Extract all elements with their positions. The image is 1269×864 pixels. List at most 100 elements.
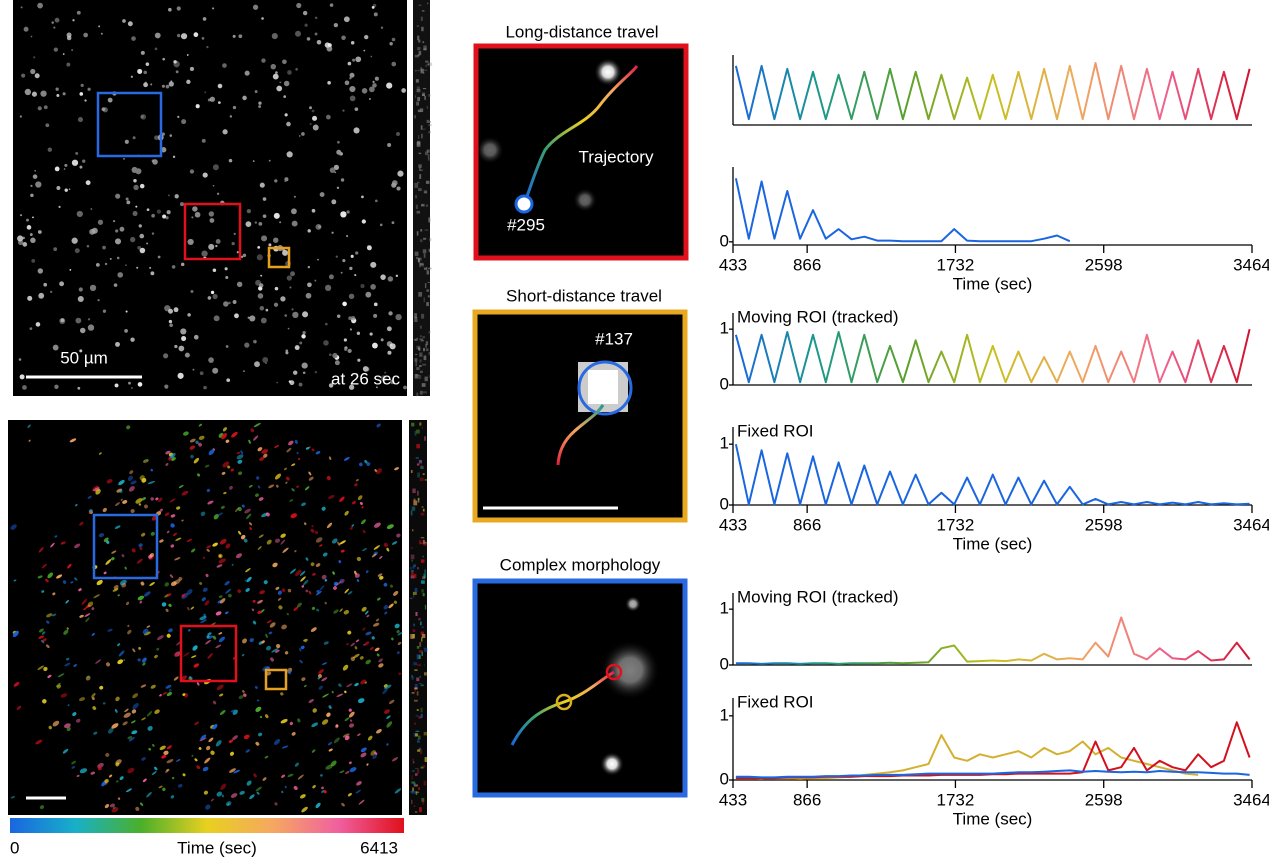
- speckle: [420, 335, 422, 338]
- speckle: [301, 334, 306, 339]
- speckle: [332, 571, 335, 575]
- speckle: [130, 509, 135, 514]
- speckle: [354, 570, 357, 575]
- speckle: [274, 179, 278, 183]
- speckle: [291, 463, 296, 467]
- speckle: [201, 250, 208, 257]
- speckle: [132, 136, 136, 140]
- speckle: [218, 595, 223, 598]
- speckle: [347, 591, 353, 595]
- speckle: [420, 339, 424, 342]
- speckle: [311, 208, 316, 213]
- speckle: [294, 345, 300, 351]
- speckle: [349, 266, 353, 271]
- speckle: [321, 662, 328, 665]
- speckle: [301, 677, 306, 681]
- speckle: [76, 718, 81, 723]
- speckle: [420, 16, 423, 22]
- speckle: [229, 751, 235, 756]
- speckle: [46, 620, 50, 624]
- speckle: [283, 467, 288, 471]
- speckle: [139, 600, 143, 604]
- speckle: [221, 433, 227, 440]
- speckle: [364, 34, 369, 40]
- speckle: [79, 349, 83, 353]
- speckle: [357, 698, 365, 704]
- speckle: [182, 693, 186, 696]
- speckle: [401, 88, 406, 93]
- speckle: [121, 554, 125, 558]
- speckle: [17, 235, 24, 242]
- speckle: [421, 93, 425, 97]
- speckle: [426, 149, 430, 153]
- speckle: [149, 266, 152, 269]
- speckle: [187, 313, 191, 317]
- speckle: [37, 268, 44, 274]
- speckle: [427, 295, 430, 298]
- speckle: [10, 796, 15, 799]
- speckle: [251, 608, 255, 612]
- speckle: [349, 526, 354, 530]
- speckle: [245, 221, 252, 227]
- speckle: [325, 764, 333, 770]
- speckle: [418, 747, 422, 751]
- speckle: [31, 91, 38, 97]
- speckle: [96, 579, 103, 586]
- speckle: [418, 682, 422, 685]
- speckle: [193, 32, 199, 38]
- speckle: [319, 544, 323, 547]
- speckle: [241, 653, 245, 657]
- speckle: [202, 172, 208, 178]
- speckle: [316, 589, 320, 593]
- speckle: [265, 714, 269, 719]
- speckle: [10, 524, 17, 530]
- speckle: [276, 381, 278, 384]
- speckle: [233, 769, 240, 774]
- speckle: [321, 574, 327, 580]
- speckle: [268, 159, 271, 162]
- speckle: [420, 631, 425, 635]
- speckle: [414, 373, 418, 379]
- speckle: [262, 357, 269, 363]
- speckle: [352, 653, 360, 659]
- speckle: [154, 135, 159, 141]
- speckle: [372, 622, 380, 627]
- speckle: [376, 423, 381, 428]
- speckle: [22, 242, 28, 247]
- speckle: [83, 32, 89, 38]
- speckle: [420, 68, 424, 74]
- speckle: [416, 345, 421, 350]
- speckle: [333, 164, 340, 171]
- speckle: [171, 457, 176, 461]
- speckle: [419, 675, 421, 678]
- speckle: [216, 791, 223, 797]
- speckle: [77, 386, 81, 390]
- speckle: [89, 284, 97, 292]
- speckle: [411, 799, 413, 805]
- speckle: [414, 587, 418, 593]
- speckle: [412, 758, 414, 764]
- speckle: [347, 61, 352, 66]
- scale-label: 50 µm: [60, 348, 108, 367]
- speckle: [242, 638, 247, 644]
- speckle: [418, 663, 422, 667]
- speckle: [289, 499, 294, 502]
- speckle: [119, 579, 127, 586]
- speckle: [422, 347, 426, 352]
- speckle: [382, 688, 388, 695]
- spot: [573, 188, 597, 212]
- speckle: [157, 255, 161, 259]
- speckle: [302, 311, 309, 318]
- speckle: [243, 370, 245, 373]
- speckle: [132, 648, 136, 653]
- speckle: [62, 53, 65, 55]
- speckle: [149, 582, 155, 587]
- speckle: [215, 239, 221, 244]
- speckle: [242, 253, 247, 258]
- speckle: [136, 266, 139, 269]
- speckle: [380, 338, 384, 342]
- speckle: [71, 159, 79, 166]
- speckle: [242, 690, 245, 693]
- speckle: [284, 180, 287, 183]
